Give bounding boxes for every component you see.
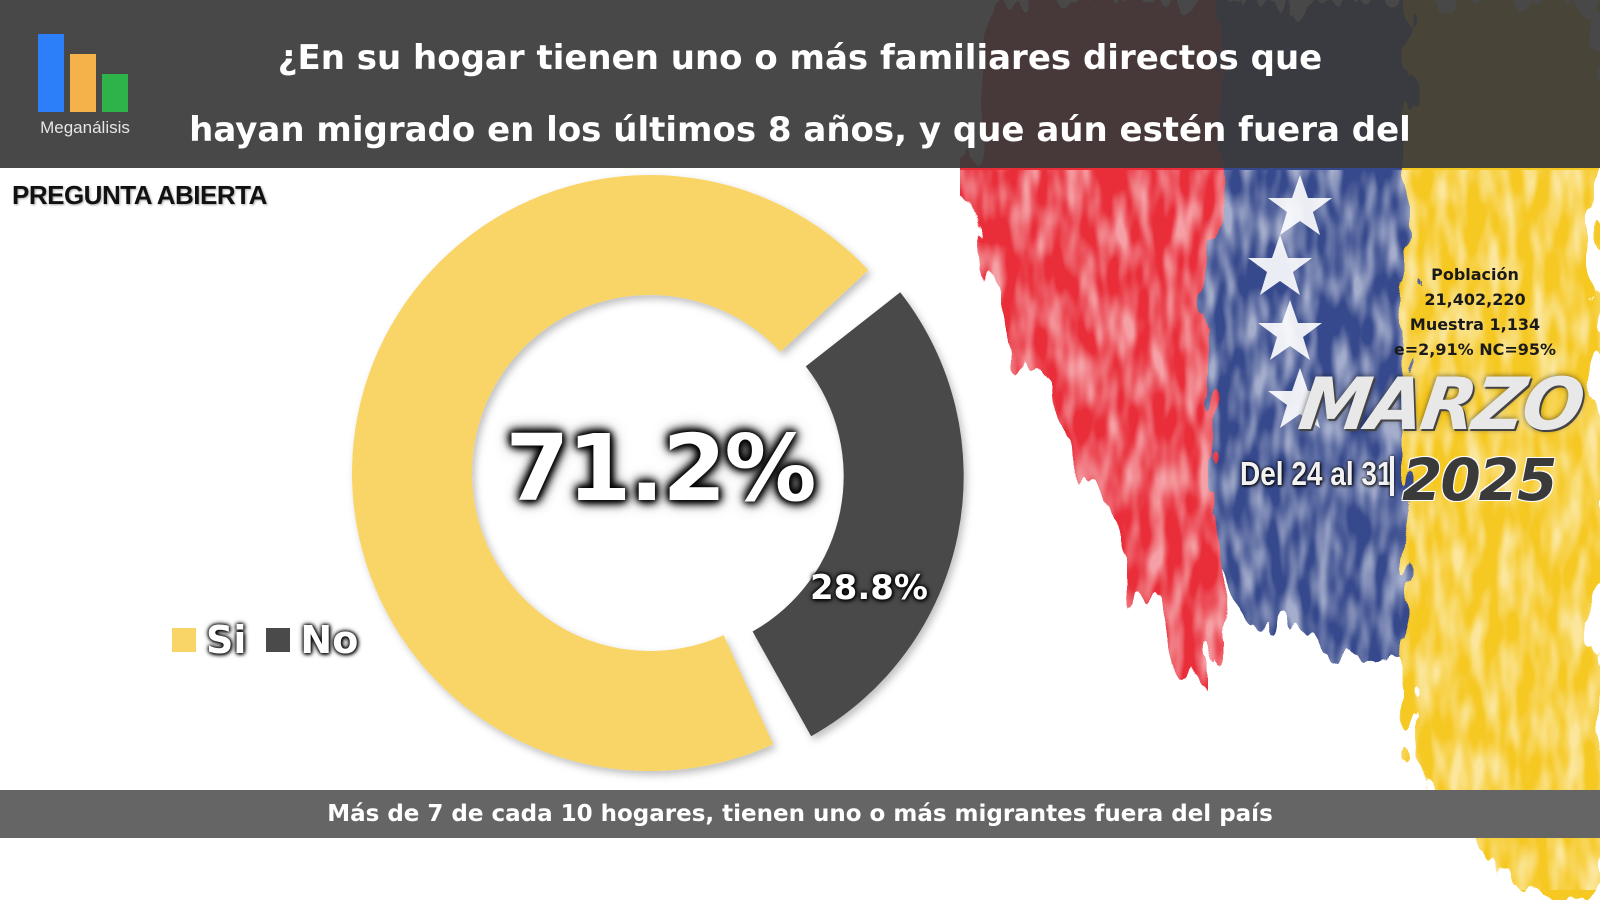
- margin-of-error: e=2,91% NC=95%: [1393, 340, 1557, 359]
- date-separator: [1390, 456, 1394, 496]
- legend-swatch-no: [266, 628, 291, 652]
- donut-slice-si: [351, 174, 869, 771]
- poblacion-label: Población: [1431, 265, 1519, 284]
- survey-month: MARZO: [1294, 362, 1588, 446]
- logo-bar-green: [102, 74, 128, 112]
- muestra-value: Muestra 1,134: [1409, 315, 1541, 334]
- poblacion-value: 21,402,220: [1424, 290, 1526, 309]
- date-range: Del 24 al 31: [1240, 454, 1393, 492]
- meganalisis-logo: Meganálisis: [30, 32, 140, 142]
- logo-bar-orange: [70, 54, 96, 112]
- footer-caption: Más de 7 de cada 10 hogares, tienen uno …: [327, 801, 1273, 827]
- legend-label-si: Si: [206, 618, 247, 662]
- si-value-label: 71.2%: [505, 415, 816, 522]
- logo-bar-blue: [38, 34, 64, 112]
- question-line-2: hayan migrado en los últimos 8 años, y q…: [189, 110, 1411, 222]
- legend-item-si: Si: [172, 618, 246, 662]
- survey-info: Población 21,402,220 Muestra 1,134 e=2,9…: [1385, 262, 1565, 362]
- chart-legend: Si No: [172, 618, 378, 662]
- logo-text: Meganálisis: [40, 118, 130, 137]
- header-bar: Meganálisis ¿En su hogar tienen uno o má…: [0, 0, 1600, 222]
- survey-dates: Del 24 al 31 2025: [1240, 446, 1557, 518]
- donut-slice-no: [752, 292, 964, 737]
- question-type-tag: PREGUNTA ABIERTA: [12, 180, 267, 210]
- survey-year: 2025: [1402, 446, 1557, 514]
- no-value-label: 28.8%: [810, 568, 928, 608]
- question-title: ¿En su hogar tienen uno o más familiares…: [150, 22, 1450, 238]
- legend-swatch-si: [172, 628, 196, 652]
- footer-bar: Más de 7 de cada 10 hogares, tienen uno …: [0, 790, 1600, 838]
- legend-item-no: No: [266, 618, 358, 662]
- question-line-1: ¿En su hogar tienen uno o más familiares…: [277, 38, 1323, 78]
- legend-label-no: No: [300, 618, 359, 662]
